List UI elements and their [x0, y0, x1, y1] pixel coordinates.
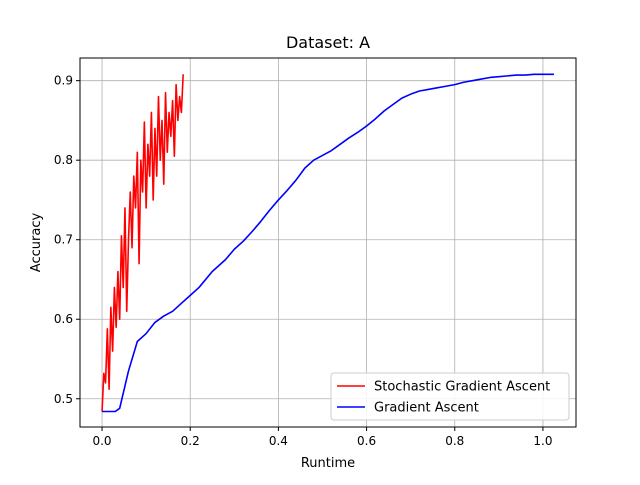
series-line-0 [101, 74, 184, 412]
x-tick-label: 1.0 [533, 434, 552, 448]
x-tick-label: 0.2 [181, 434, 200, 448]
plot-frame [79, 57, 577, 428]
series-lines [101, 73, 554, 413]
grid [80, 58, 576, 427]
x-tick-label: 0.6 [357, 434, 376, 448]
axis-ticks: 0.0 0.2 0.4 0.6 0.8 1.0 0.5 0.6 0.7 0.8 0.9 [54, 74, 553, 448]
legend-box [330, 372, 570, 421]
x-tick-label: 0.8 [445, 434, 464, 448]
chart-title: Dataset: A [286, 33, 370, 52]
legend-label: Stochastic Gradient Ascent [374, 380, 550, 395]
legend: Stochastic Gradient Ascent Gradient Ascen… [330, 372, 570, 421]
legend-label: Gradient Ascent [374, 401, 479, 416]
y-tick-label: 0.5 [54, 392, 73, 406]
y-tick-label: 0.7 [54, 233, 73, 247]
x-tick-label: 0.0 [92, 434, 111, 448]
y-axis-label: Accuracy [29, 213, 44, 273]
series-line-1 [102, 73, 554, 413]
y-tick-label: 0.8 [54, 153, 73, 167]
y-tick-label: 0.6 [54, 312, 73, 326]
x-tick-label: 0.4 [269, 434, 288, 448]
x-axis-label: Runtime [301, 456, 355, 471]
y-tick-label: 0.9 [54, 74, 73, 88]
